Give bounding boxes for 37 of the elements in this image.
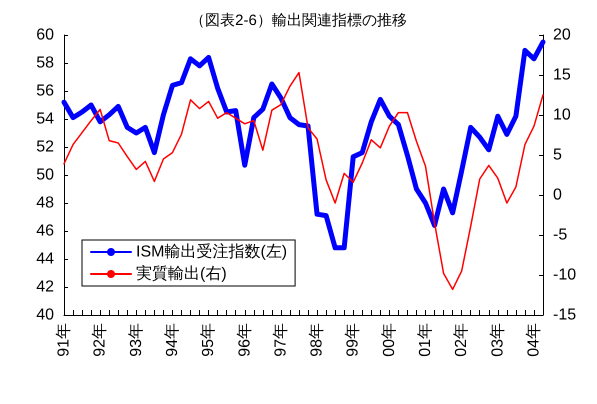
y-tick-label: 42 <box>36 278 54 296</box>
y2-tick-label: 20 <box>553 26 571 44</box>
legend-label: ISM輸出受注指数(左) <box>136 242 288 260</box>
x-tick-label: 91年 <box>56 323 72 357</box>
y2-tick-label: -15 <box>553 306 576 324</box>
line-series <box>63 72 544 290</box>
x-tick-label: 95年 <box>200 323 218 357</box>
x-tick-label: 96年 <box>236 323 254 357</box>
legend-label: 実質輸出(右) <box>136 264 227 282</box>
y2-tick-label: 15 <box>553 66 571 84</box>
x-tick-label: 97年 <box>272 323 290 357</box>
y-tick-label: 40 <box>36 306 54 324</box>
x-tick-label: 04年 <box>525 323 542 357</box>
y-tick-label: 50 <box>36 166 54 184</box>
x-tick-label: 03年 <box>489 323 506 357</box>
y2-tick-label: 0 <box>553 186 562 204</box>
y-tick-label: 60 <box>36 26 54 44</box>
x-tick-label: 01年 <box>417 323 434 357</box>
x-tick-label: 93年 <box>128 323 145 357</box>
y-tick-label: 56 <box>36 82 54 100</box>
y-tick-label: 58 <box>36 54 54 72</box>
y2-tick-label: 5 <box>553 146 562 164</box>
x-tick-label: 02年 <box>453 323 470 357</box>
y-tick-label: 46 <box>36 222 54 240</box>
y2-tick-label: -5 <box>553 226 568 244</box>
y-tick-label: 44 <box>36 250 54 268</box>
y2-tick-label: -10 <box>553 266 576 284</box>
y-tick-label: 54 <box>36 110 54 128</box>
x-tick-label: 99年 <box>344 323 362 357</box>
x-tick-label: 94年 <box>164 323 181 357</box>
x-tick-label: 98年 <box>308 323 326 357</box>
y-tick-label: 48 <box>36 194 54 212</box>
x-tick-label: 92年 <box>92 323 109 357</box>
x-tick-label: 00年 <box>380 323 398 357</box>
chart-title: （図表2-6）輸出関連指標の推移 <box>190 12 407 29</box>
y2-tick-label: 10 <box>553 106 571 124</box>
y-tick-label: 52 <box>36 138 54 156</box>
